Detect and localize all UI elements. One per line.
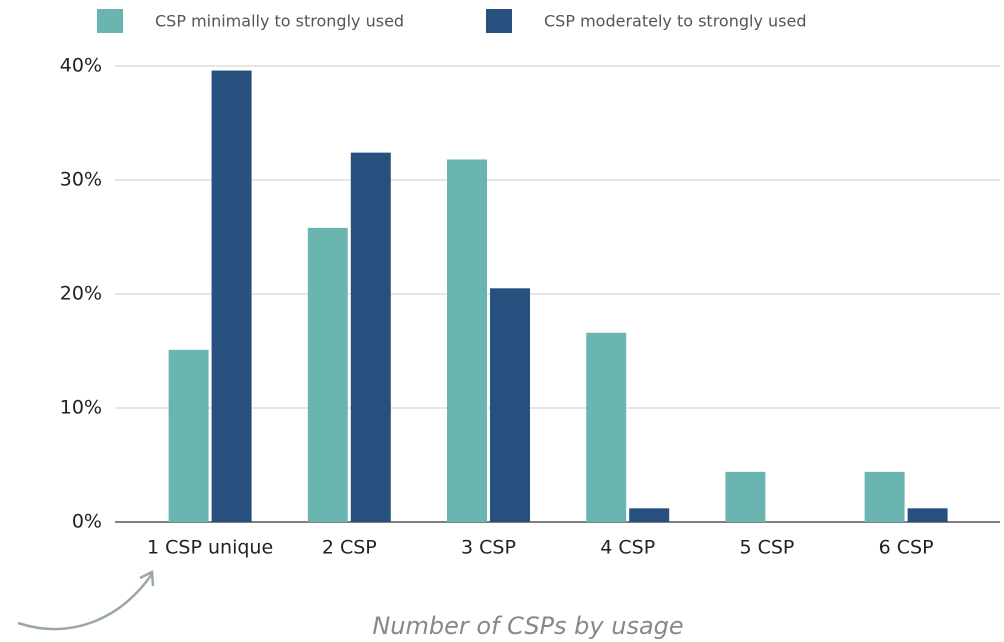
y-tick-label: 0%: [72, 511, 102, 533]
decorative-arrow: [17, 573, 154, 631]
y-tick-label: 10%: [60, 397, 102, 419]
bar: [907, 508, 948, 522]
x-tick-label: 5 CSP: [739, 537, 794, 559]
y-tick-label: 40%: [60, 55, 102, 77]
bar: [490, 288, 530, 522]
bar: [586, 332, 627, 522]
bar: [447, 159, 487, 523]
legend-swatch: [97, 9, 123, 33]
bar: [350, 152, 391, 522]
bar: [211, 70, 252, 522]
bar: [629, 508, 670, 522]
legend-label: CSP minimally to strongly used: [155, 12, 404, 31]
x-tick-label: 3 CSP: [461, 537, 516, 559]
y-tick-label: 20%: [60, 283, 102, 305]
x-tick-label: 4 CSP: [600, 537, 655, 559]
x-tick-label: 1 CSP unique: [147, 537, 273, 559]
x-tick-label: 2 CSP: [322, 537, 377, 559]
x-axis-title: Number of CSPs by usage: [372, 612, 683, 640]
legend-swatch: [486, 9, 512, 33]
bar: [168, 349, 209, 522]
legend-label: CSP moderately to strongly used: [544, 12, 806, 31]
decorative-arrowhead: [139, 570, 155, 587]
bar: [307, 227, 348, 522]
bar: [725, 471, 766, 522]
y-tick-label: 30%: [60, 169, 102, 191]
x-tick-label: 6 CSP: [879, 537, 934, 559]
bar: [864, 471, 905, 522]
